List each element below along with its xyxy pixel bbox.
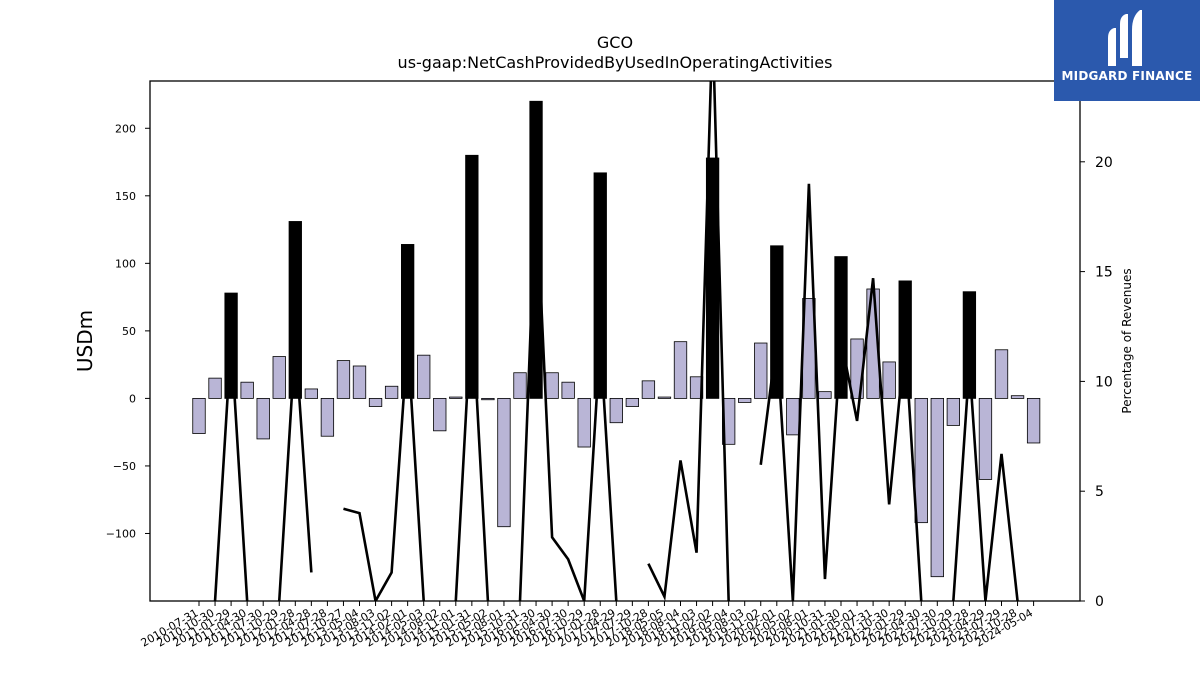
y2-tick-label: 15 [1095,265,1113,281]
bar [336,360,351,399]
bar [625,397,639,407]
bar [256,397,270,440]
bar [593,172,607,399]
y-tick-label: 100 [115,257,136,270]
brand-logo: MIDGARD FINANCE [1054,0,1200,101]
plot-frame [149,80,1081,602]
bar [417,354,431,399]
y2-axis: 0510152025 [1080,45,1113,610]
bar [545,372,559,399]
bar [946,397,960,426]
line-series [213,81,1019,601]
bar [288,221,302,399]
bar [914,397,928,524]
bar [465,154,479,399]
bar [1026,397,1041,444]
bar [400,244,415,399]
bar [561,381,575,399]
bar [994,349,1009,399]
bar [978,397,993,480]
line-series-group [213,81,1019,601]
bar [320,397,335,437]
bar [882,361,896,399]
bar [497,397,511,528]
bar [786,397,800,436]
y-tick-label: −50 [113,460,136,473]
brand-logo-text: MIDGARD FINANCE [1061,69,1193,83]
y-tick-label: 0 [129,392,136,405]
bar [641,380,656,399]
bar [673,341,688,399]
bar [481,397,495,401]
y2-axis-label: Percentage of Revenues [1120,268,1134,413]
bar [930,397,944,578]
bar [449,396,463,399]
y-axis-label: USDm [73,310,97,372]
y-tick-label: 200 [115,122,136,135]
bar [834,256,848,399]
bar [192,397,206,434]
y2-tick-label: 5 [1095,484,1104,500]
bar [1010,395,1025,399]
bar [609,397,623,424]
bar [368,397,383,407]
bar-group [192,100,1041,578]
y2-tick-label: 0 [1095,594,1104,610]
bar [384,385,399,399]
bar [529,100,543,399]
y-tick-label: 150 [115,190,136,203]
bar [738,397,752,403]
bar [754,342,768,399]
y-tick-label: 50 [122,325,136,338]
y-axis: −100 −50 0 50 100 150 200 [106,122,150,540]
chart-title: GCO [597,33,633,52]
bar [352,365,367,399]
bar [272,356,286,399]
chart-subtitle: us-gaap:NetCashProvidedByUsedInOperating… [398,53,833,72]
y2-tick-label: 20 [1095,155,1113,171]
x-axis: 2010-07-312010-10-302011-01-292011-04-30… [139,601,1035,650]
y2-tick-label: 10 [1095,374,1113,390]
brand-logo-icon [1108,10,1142,66]
bar [240,381,254,399]
bar [513,372,527,399]
bar [818,391,832,399]
bar [304,388,319,399]
y-tick-label: −100 [106,527,136,540]
bar [577,397,591,448]
bar [962,291,977,399]
bar [657,396,672,399]
bar [433,397,447,432]
bar [208,377,222,399]
